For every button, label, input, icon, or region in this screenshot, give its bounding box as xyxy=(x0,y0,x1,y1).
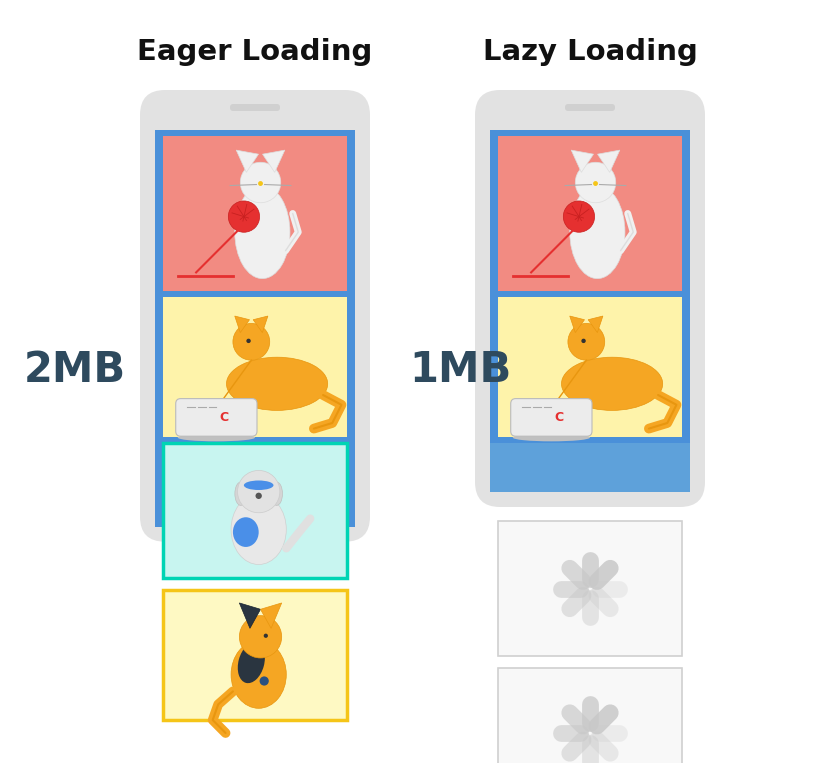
FancyBboxPatch shape xyxy=(511,398,592,436)
Circle shape xyxy=(260,677,269,686)
Circle shape xyxy=(237,471,280,513)
FancyBboxPatch shape xyxy=(230,104,280,111)
Circle shape xyxy=(264,633,268,638)
Bar xyxy=(490,443,690,492)
Polygon shape xyxy=(570,316,584,333)
Polygon shape xyxy=(263,150,285,172)
Bar xyxy=(163,297,347,437)
Circle shape xyxy=(258,181,263,186)
Circle shape xyxy=(563,201,595,232)
Ellipse shape xyxy=(235,185,290,278)
Bar xyxy=(155,130,355,526)
Polygon shape xyxy=(236,150,259,172)
Polygon shape xyxy=(253,316,268,333)
Ellipse shape xyxy=(231,641,286,708)
Circle shape xyxy=(240,616,282,658)
Ellipse shape xyxy=(178,434,255,441)
Bar xyxy=(498,136,682,291)
Ellipse shape xyxy=(244,481,274,490)
Text: Lazy Loading: Lazy Loading xyxy=(483,38,697,66)
Text: Eager Loading: Eager Loading xyxy=(137,38,373,66)
Circle shape xyxy=(575,163,616,203)
Circle shape xyxy=(568,324,605,360)
Text: C: C xyxy=(220,411,229,424)
Bar xyxy=(163,136,347,291)
Bar xyxy=(498,297,682,437)
Ellipse shape xyxy=(226,357,328,410)
Polygon shape xyxy=(240,603,260,629)
Text: 2MB: 2MB xyxy=(24,349,126,391)
Polygon shape xyxy=(572,150,593,172)
Polygon shape xyxy=(597,150,620,172)
Circle shape xyxy=(233,324,270,360)
Ellipse shape xyxy=(570,185,625,278)
Polygon shape xyxy=(260,603,282,629)
Ellipse shape xyxy=(231,494,286,565)
Circle shape xyxy=(228,201,260,232)
Ellipse shape xyxy=(513,434,590,441)
Ellipse shape xyxy=(235,482,246,505)
Text: 1MB: 1MB xyxy=(409,349,511,391)
Ellipse shape xyxy=(233,517,259,547)
Text: C: C xyxy=(554,411,563,424)
Bar xyxy=(490,130,690,492)
Circle shape xyxy=(582,339,586,343)
Ellipse shape xyxy=(562,357,662,410)
FancyBboxPatch shape xyxy=(475,90,705,507)
Circle shape xyxy=(246,339,250,343)
Bar xyxy=(498,521,682,656)
Circle shape xyxy=(255,493,262,499)
Polygon shape xyxy=(588,316,603,333)
Bar xyxy=(498,668,682,763)
FancyBboxPatch shape xyxy=(176,398,257,436)
FancyBboxPatch shape xyxy=(140,90,370,542)
Circle shape xyxy=(240,163,280,203)
Ellipse shape xyxy=(271,482,283,505)
Bar xyxy=(163,590,347,720)
Circle shape xyxy=(593,181,598,186)
Ellipse shape xyxy=(238,642,265,683)
Polygon shape xyxy=(235,316,250,333)
FancyBboxPatch shape xyxy=(565,104,615,111)
Bar xyxy=(163,443,347,578)
